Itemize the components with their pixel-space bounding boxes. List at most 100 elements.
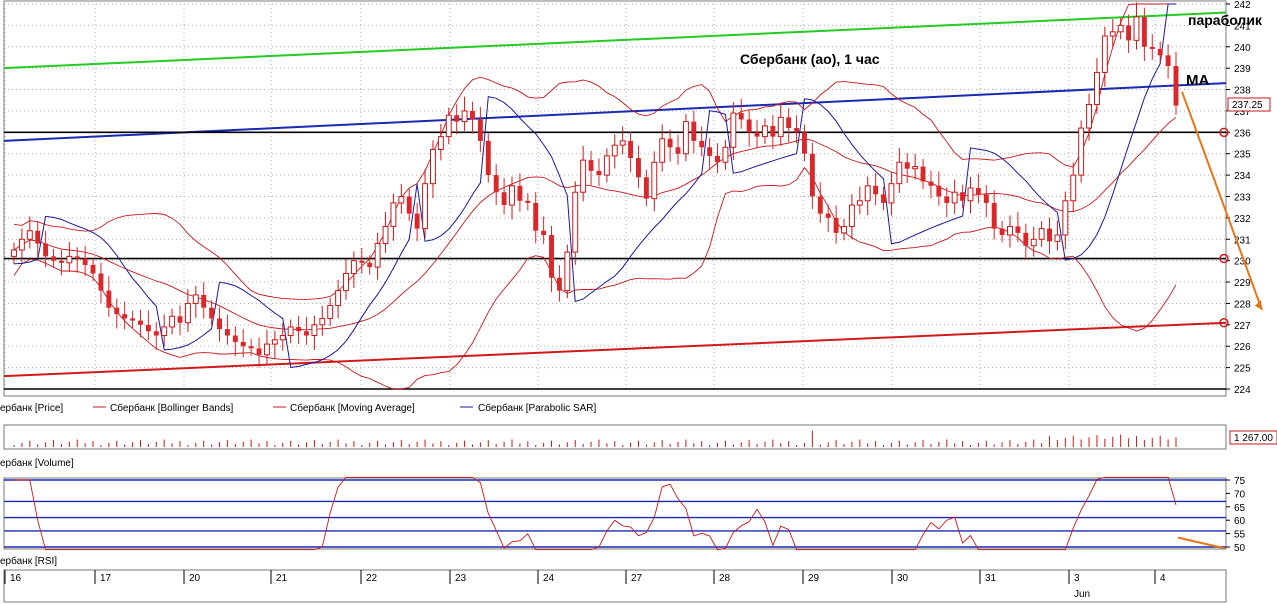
candle-body-down — [746, 119, 752, 133]
candle-body-down — [517, 185, 523, 201]
candle-body-up — [287, 326, 294, 337]
candle-body-down — [454, 115, 460, 122]
price-y-tick-label: 229 — [1234, 278, 1251, 289]
candle-body-up — [311, 324, 318, 337]
candle-body-down — [904, 162, 910, 169]
candle-body-down — [296, 326, 302, 332]
legend-ma: Сбербанк [Moving Average] — [290, 402, 415, 414]
price-y-tick-label: 238 — [1234, 86, 1251, 97]
candle-body-up — [335, 290, 342, 307]
time-axis-label: 22 — [366, 573, 378, 584]
candle-body-down — [414, 213, 420, 229]
time-axis-label: 28 — [719, 573, 731, 584]
price-y-tick-label: 240 — [1234, 43, 1251, 54]
sar-line — [13, 3, 1176, 368]
candle-body-up — [271, 339, 278, 345]
time-axis-label: 21 — [276, 573, 288, 584]
candle-body-down — [1157, 48, 1163, 56]
candle-body-up — [841, 225, 847, 234]
price-y-tick-label: 228 — [1234, 299, 1251, 310]
projection-arrow — [1181, 91, 1263, 311]
candle-body-down — [35, 230, 41, 244]
trendline-blue — [3, 82, 1227, 142]
rsi-panel-label: ербанк [RSI] — [0, 555, 57, 567]
candle-body-down — [256, 348, 262, 355]
candle-body-down — [833, 217, 839, 233]
trendline-red — [3, 321, 1227, 378]
price-y-tick-label: 236 — [1234, 128, 1251, 139]
candle-body-down — [501, 192, 507, 206]
time-axis-label: 4 — [1160, 573, 1166, 584]
candle-body-up — [374, 243, 381, 268]
candle-body-up — [445, 114, 452, 138]
candle-body-down — [675, 147, 681, 154]
time-axis-label: 30 — [897, 573, 909, 584]
horizontal-levels — [4, 131, 1226, 390]
candle-body-up — [184, 302, 191, 324]
candle-body-up — [319, 317, 326, 326]
bollinger-upper — [13, 3, 1176, 300]
parabolic-sar — [13, 3, 1176, 368]
rsi-y-tick-label: 50 — [1234, 543, 1246, 554]
legend-sar: Сбербанк [Parabolic SAR] — [478, 402, 597, 414]
candle-body-down — [114, 307, 120, 315]
candle-body-up — [279, 335, 286, 341]
candle-body-up — [1038, 228, 1045, 240]
candle-body-down — [549, 235, 554, 278]
ma-annotation: MA — [1186, 72, 1209, 89]
candle-body-down — [588, 160, 594, 171]
trendlines — [3, 11, 1227, 378]
candle-body-down — [485, 140, 491, 176]
time-axis-label: 31 — [985, 573, 997, 584]
candle-body-up — [161, 326, 168, 337]
candle-body-down — [754, 132, 760, 137]
candle-body-down — [691, 121, 697, 141]
candle-body-up — [264, 343, 270, 356]
candle-body-up — [722, 146, 729, 163]
candle-body-down — [43, 243, 49, 257]
candle-body-down — [1149, 46, 1155, 49]
candle-body-up — [66, 255, 73, 264]
candle-body-down — [715, 155, 720, 163]
candle-body-up — [564, 251, 571, 292]
candle-body-down — [936, 185, 942, 197]
time-axis-label: 17 — [100, 573, 112, 584]
bollinger-bands — [13, 3, 1177, 390]
rsi-panel-frame — [3, 477, 1227, 550]
candle-body-down — [1126, 25, 1132, 41]
candle-body-up — [864, 185, 871, 202]
price-y-tick-label: 237 — [1234, 107, 1251, 118]
candle-body-up — [390, 202, 397, 227]
candle-body-up — [192, 294, 199, 304]
candle-body-down — [304, 331, 309, 336]
candle-body-down — [74, 256, 80, 259]
time-axis-label: 3 — [1074, 573, 1080, 584]
candles — [11, 2, 1179, 368]
candle-body-up — [951, 191, 958, 204]
candle-body-down — [707, 147, 713, 156]
candle-body-down — [367, 262, 373, 268]
candle-body-down — [636, 158, 641, 178]
candle-body-down — [122, 314, 128, 319]
candle-body-down — [406, 196, 412, 214]
candle-body-down — [1023, 232, 1029, 246]
price-grid — [4, 3, 1226, 390]
candle-body-up — [343, 273, 349, 292]
arrow-shaft — [1181, 91, 1263, 311]
rsi-y-tick-label: 65 — [1234, 503, 1246, 514]
candle-body-down — [825, 213, 831, 218]
price-y-tick-label: 227 — [1234, 321, 1251, 332]
price-y-tick-label: 241 — [1234, 21, 1251, 32]
candle-body-down — [232, 335, 238, 342]
volume-last-box — [1229, 430, 1277, 445]
candle-body-down — [928, 181, 934, 186]
candle-body-up — [1062, 200, 1069, 236]
candle-body-down — [145, 324, 151, 332]
time-axis-label: 16 — [10, 573, 22, 584]
candle-body-down — [960, 192, 966, 201]
candle-body-down — [802, 132, 807, 154]
rsi-y-tick-label: 55 — [1234, 530, 1246, 541]
arrow-head — [1255, 299, 1262, 310]
candle-body-down — [470, 110, 475, 120]
